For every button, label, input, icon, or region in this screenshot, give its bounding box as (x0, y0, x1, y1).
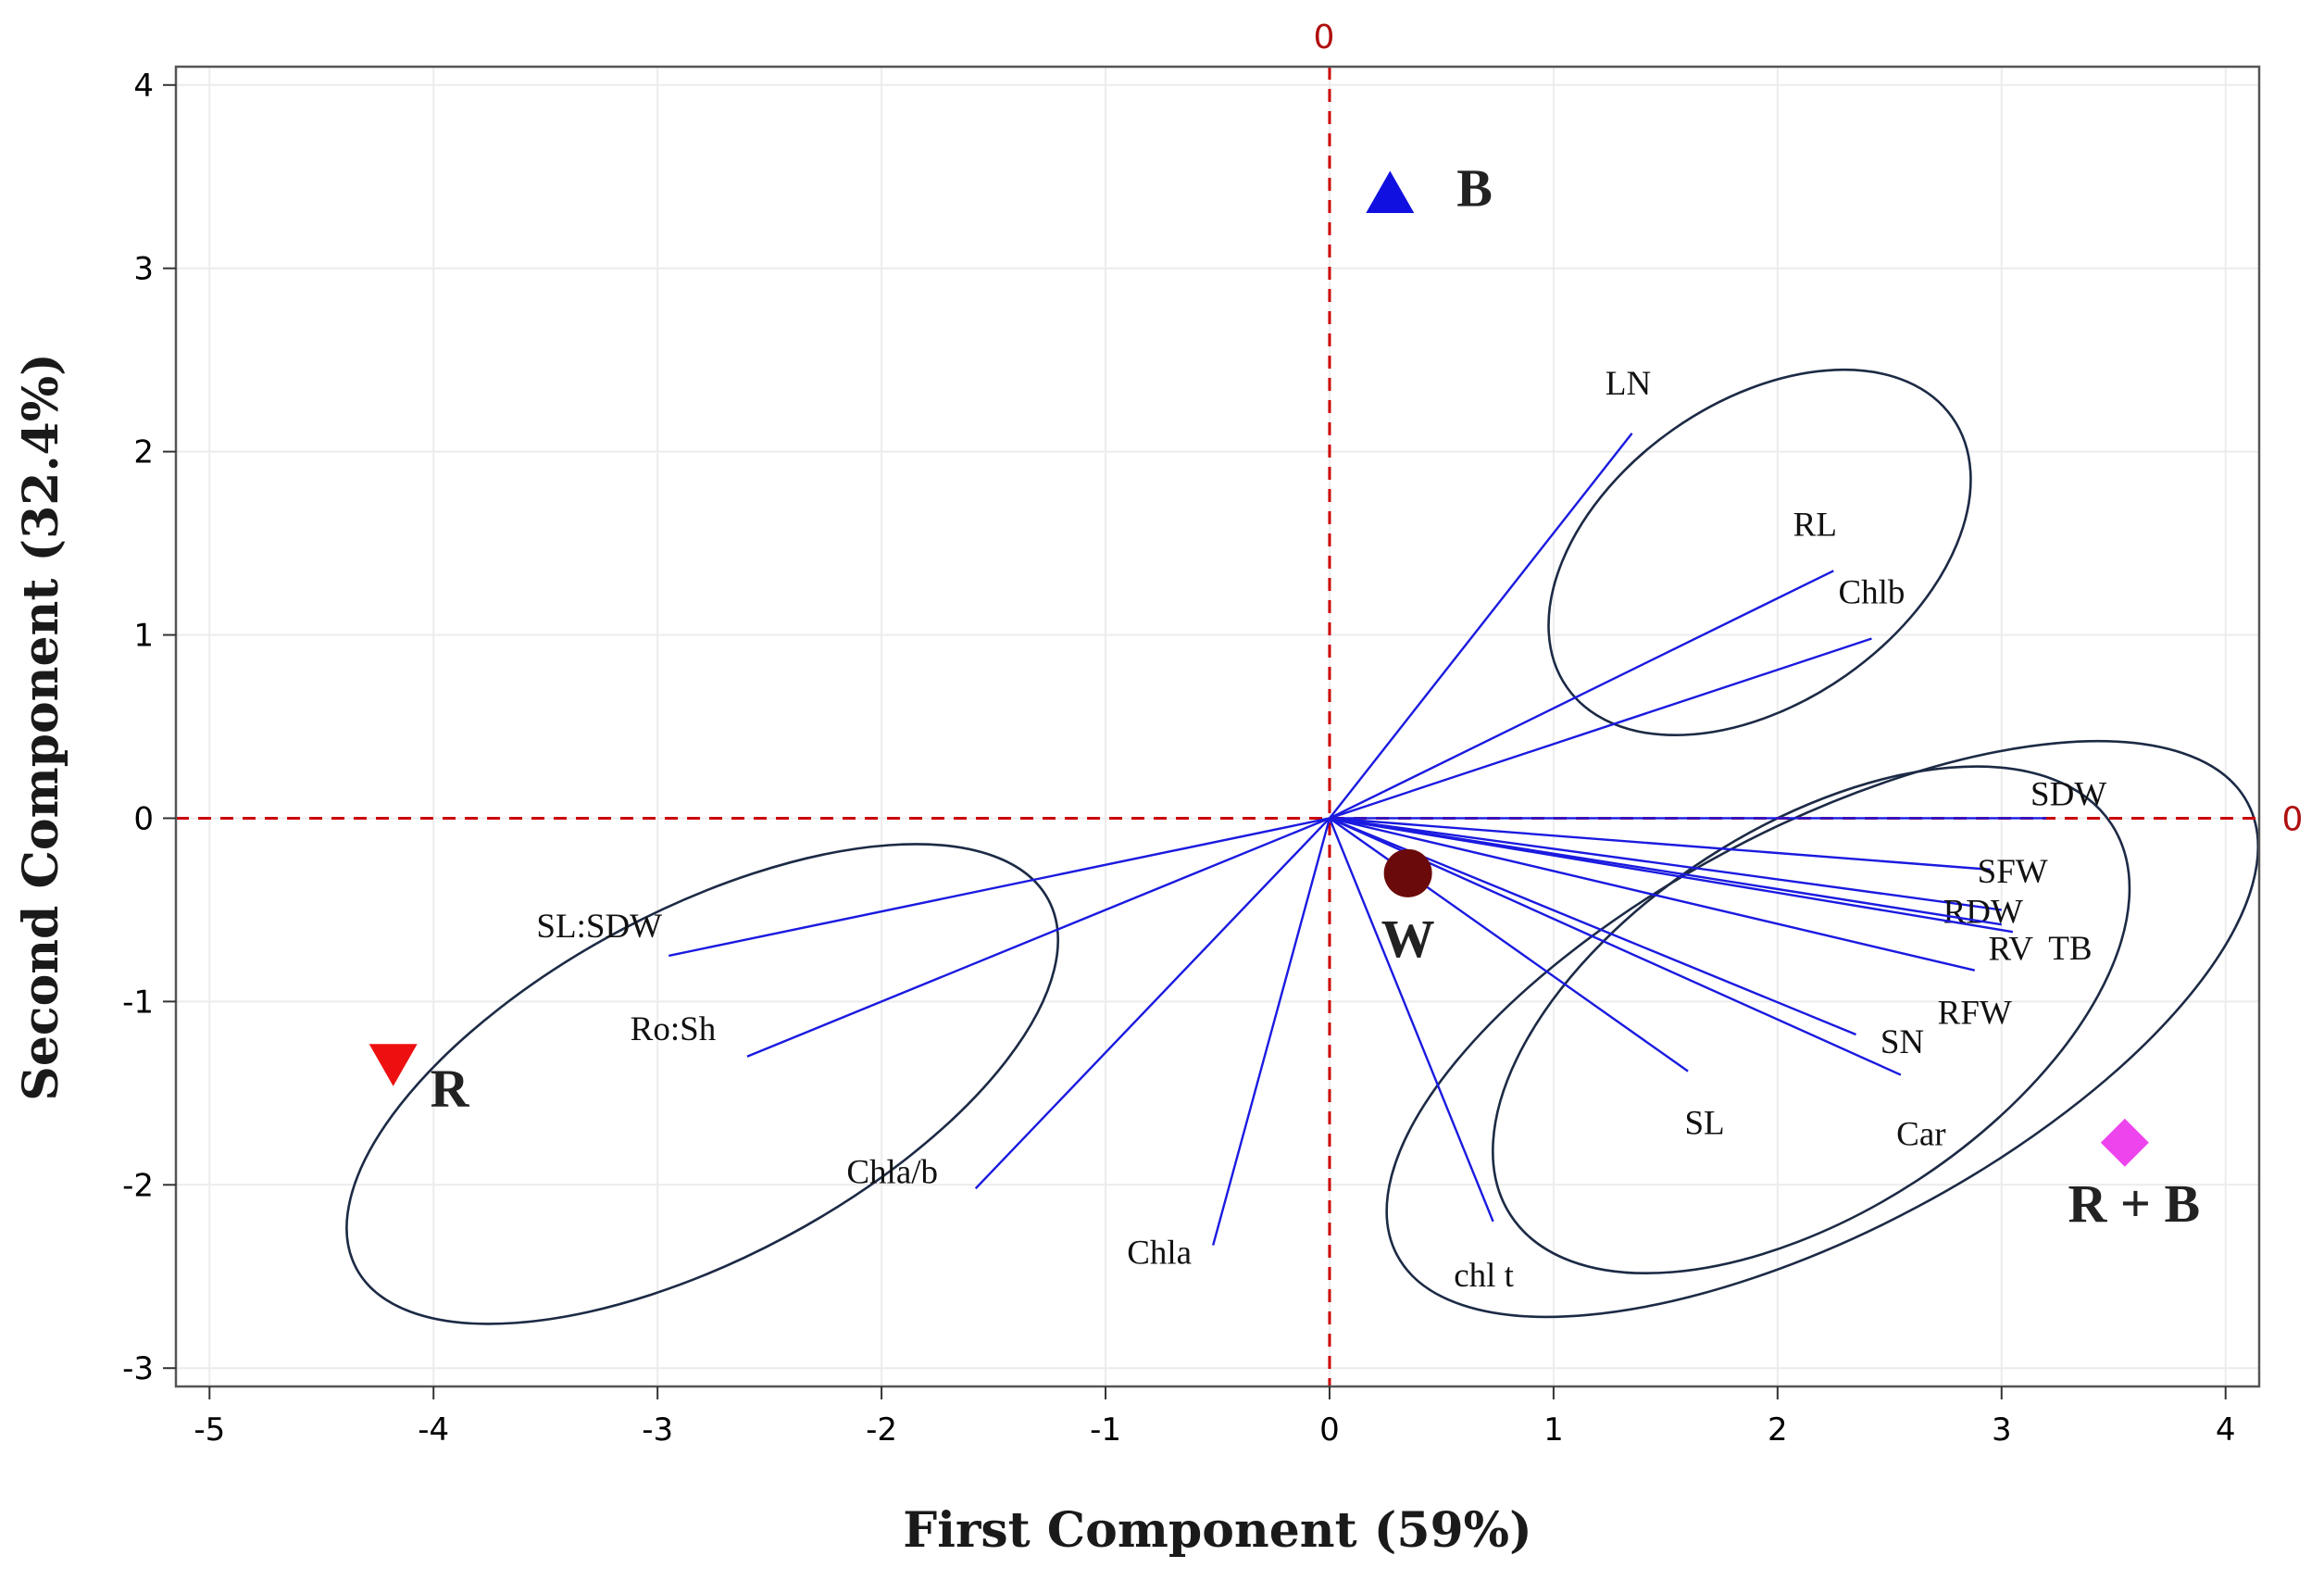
loading-label: RL (1793, 506, 1837, 544)
x-tick-label: -5 (194, 1411, 225, 1449)
loading-vector (1328, 818, 1494, 1223)
loading-label: LN (1606, 365, 1651, 403)
loading-vector (1329, 817, 1976, 972)
x-tick-label: 2 (1768, 1411, 1788, 1449)
x-axis-title: First Component (59%) (903, 1502, 1531, 1559)
vertical-reference-label: 0 (1314, 19, 1335, 56)
x-tick-label: 4 (2216, 1411, 2236, 1449)
loading-vector (974, 817, 1331, 1190)
loading-label: Chla/b (846, 1153, 938, 1191)
y-tick-label: 4 (133, 68, 154, 105)
y-tick-label: 2 (133, 434, 154, 471)
loading-vector (668, 817, 1331, 958)
loading-label: Chlb (1838, 574, 1905, 612)
loading-vector (1329, 637, 1872, 820)
loading-label: Chla (1127, 1235, 1192, 1273)
y-tick-label: 1 (133, 618, 154, 655)
loading-label: TB (2048, 930, 2092, 968)
loading-label: chl t (1454, 1257, 1514, 1295)
loading-label: Car (1896, 1116, 1945, 1154)
loading-label: SL (1684, 1105, 1724, 1143)
y-axis-title: Second Component (32.4%) (13, 353, 69, 1100)
cluster-ellipse (1385, 739, 2260, 1319)
x-tick-label: 0 (1319, 1411, 1340, 1449)
plot-frame (174, 65, 2261, 1388)
horizontal-reference-label: 0 (2282, 800, 2304, 838)
loading-vector (746, 817, 1331, 1058)
loading-label: SL:SDW (536, 908, 662, 946)
y-tick-label: -2 (122, 1167, 154, 1204)
loading-vector (1329, 433, 1633, 820)
x-tick-label: -1 (1090, 1411, 1121, 1449)
loading-label: SFW (1978, 853, 2048, 891)
loading-vector (1329, 817, 2002, 911)
score-points: B W R R + B (369, 158, 2200, 1234)
y-tick-label: 3 (133, 251, 154, 288)
score-label: R + B (2068, 1173, 2201, 1234)
x-tick-label: 3 (1992, 1411, 2012, 1449)
loading-vector (1329, 817, 1991, 872)
score-marker (2100, 1118, 2149, 1167)
score-label: R (431, 1059, 470, 1119)
score-label: W (1381, 909, 1435, 969)
loading-label: RDW (1943, 893, 2023, 931)
ticks: -5 -4 -3 -2 -1 0 1 2 3 4 -3 -2 -1 0 1 2 3 4 (122, 68, 2235, 1449)
loading-label: RV (1989, 930, 2034, 968)
y-tick-label: -3 (122, 1350, 154, 1387)
score-marker (1383, 848, 1432, 897)
x-tick-label: -3 (642, 1411, 673, 1449)
score-label: B (1456, 158, 1493, 219)
y-tick-label: 0 (133, 800, 154, 837)
cluster-ellipse (1492, 765, 2131, 1275)
cluster-ellipse (1547, 368, 1972, 737)
cluster-ellipse (345, 843, 1059, 1325)
loading-label: RFW (1938, 995, 2012, 1033)
loading-label: SDW (2030, 775, 2106, 813)
loading-label: Ro:Sh (631, 1010, 717, 1048)
loading-label: SN (1880, 1023, 1924, 1061)
score-marker (369, 1044, 418, 1086)
ellipses (345, 368, 2260, 1325)
loading-vector (1329, 817, 2002, 926)
loading-vector (1212, 818, 1331, 1246)
x-tick-label: -2 (866, 1411, 897, 1449)
x-tick-label: -4 (418, 1411, 449, 1449)
score-marker (1366, 170, 1415, 214)
y-tick-label: -1 (122, 984, 154, 1021)
loading-vector (1329, 570, 1834, 820)
x-tick-label: 1 (1543, 1411, 1564, 1449)
